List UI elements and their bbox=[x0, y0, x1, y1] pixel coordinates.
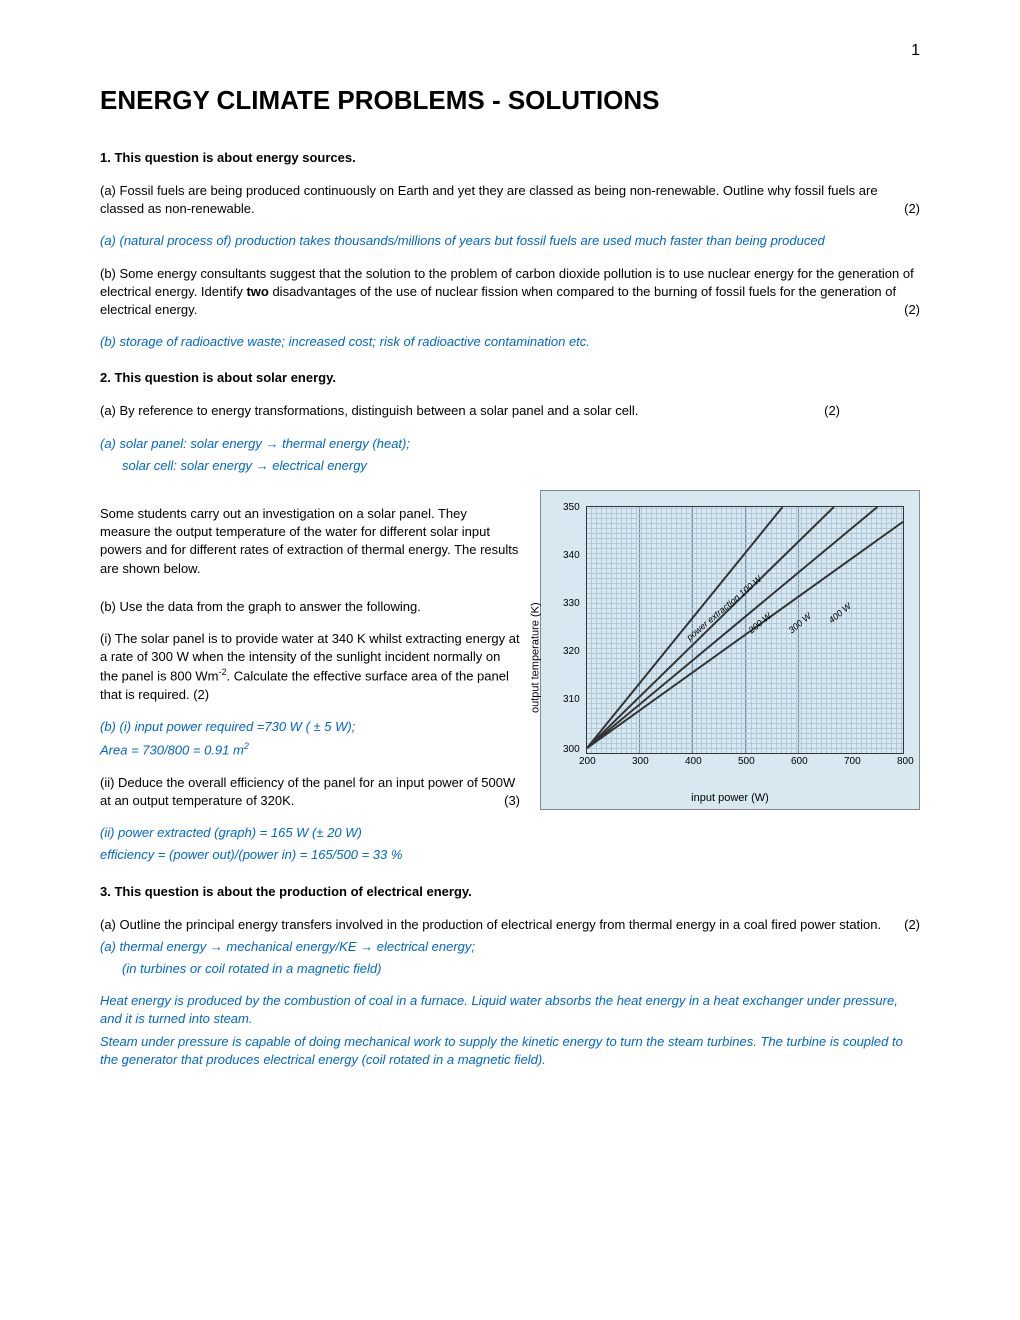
y-tick-320: 320 bbox=[563, 645, 580, 659]
y-tick-330: 330 bbox=[563, 597, 580, 611]
q1-marks-a: (2) bbox=[904, 200, 920, 218]
chart-line-4 bbox=[587, 522, 903, 748]
q2-intro: Some students carry out an investigation… bbox=[100, 505, 520, 578]
x-tick-200: 200 bbox=[579, 755, 596, 769]
y-tick-340: 340 bbox=[563, 549, 580, 563]
x-tick-500: 500 bbox=[738, 755, 755, 769]
main-title: ENERGY CLIMATE PROBLEMS - SOLUTIONS bbox=[100, 82, 920, 118]
q1-heading: 1. This question is about energy sources… bbox=[100, 149, 920, 167]
chart-lines-svg bbox=[587, 507, 903, 753]
q3-part-a-text: (a) Outline the principal energy transfe… bbox=[100, 917, 881, 932]
q2-answer-bi: (b) (i) input power required =730 W ( ± … bbox=[100, 718, 520, 736]
y-tick-310: 310 bbox=[563, 693, 580, 707]
x-tick-600: 600 bbox=[791, 755, 808, 769]
q1-part-a-text: (a) Fossil fuels are being produced cont… bbox=[100, 183, 878, 216]
q2-answer-bii2: efficiency = (power out)/(power in) = 16… bbox=[100, 846, 920, 864]
q2-answer-a1: (a) solar panel: solar energy → thermal … bbox=[100, 435, 920, 453]
x-tick-400: 400 bbox=[685, 755, 702, 769]
q2-answer-bi2-text: Area = 730/800 = 0.91 m bbox=[100, 743, 244, 758]
q3-heading: 3. This question is about the production… bbox=[100, 883, 920, 901]
q2-part-a: (a) By reference to energy transformatio… bbox=[100, 402, 920, 420]
chart-line-3 bbox=[587, 507, 877, 748]
q2-heading: 2. This question is about solar energy. bbox=[100, 369, 920, 387]
q2-part-bii: (ii) Deduce the overall efficiency of th… bbox=[100, 774, 520, 810]
q3-explanation1: Heat energy is produced by the combustio… bbox=[100, 992, 920, 1028]
y-tick-300: 300 bbox=[563, 743, 580, 757]
q3-part-a: (a) Outline the principal energy transfe… bbox=[100, 916, 920, 934]
q3-answer-a: (a) thermal energy → mechanical energy/K… bbox=[100, 938, 920, 956]
q3-answer-a2: (in turbines or coil rotated in a magnet… bbox=[100, 960, 920, 978]
q2-part-a-text: (a) By reference to energy transformatio… bbox=[100, 403, 638, 418]
solar-panel-chart: power extraction 100 W 200 W 300 W 400 W… bbox=[540, 490, 920, 810]
q1-part-b-bold: two bbox=[246, 284, 268, 299]
x-tick-300: 300 bbox=[632, 755, 649, 769]
chart-y-label: output temperature (K) bbox=[528, 602, 543, 713]
page-number: 1 bbox=[100, 40, 920, 62]
y-tick-350: 350 bbox=[563, 501, 580, 515]
q1-part-b: (b) Some energy consultants suggest that… bbox=[100, 265, 920, 320]
q1-answer-a: (a) (natural process of) production take… bbox=[100, 232, 920, 250]
q2-marks-a: (2) bbox=[824, 402, 840, 420]
q2-answer-bi2: Area = 730/800 = 0.91 m2 bbox=[100, 740, 520, 760]
x-tick-700: 700 bbox=[844, 755, 861, 769]
q2-answer-bii1: (ii) power extracted (graph) = 165 W (± … bbox=[100, 824, 920, 842]
q2-answer-a2: solar cell: solar energy → electrical en… bbox=[100, 457, 920, 475]
q2-part-b: (b) Use the data from the graph to answe… bbox=[100, 598, 520, 616]
q1-answer-b: (b) storage of radioactive waste; increa… bbox=[100, 333, 920, 351]
q3-marks-a: (2) bbox=[904, 916, 920, 934]
q3-explanation2: Steam under pressure is capable of doing… bbox=[100, 1033, 920, 1069]
chart-x-label: input power (W) bbox=[691, 791, 769, 806]
q1-marks-b: (2) bbox=[904, 301, 920, 319]
q2-answer-bi2-sup: 2 bbox=[244, 741, 249, 751]
q1-part-a: (a) Fossil fuels are being produced cont… bbox=[100, 182, 920, 218]
x-tick-800: 800 bbox=[897, 755, 914, 769]
q2-marks-bii: (3) bbox=[504, 792, 520, 810]
chart-grid: power extraction 100 W 200 W 300 W 400 W bbox=[586, 506, 904, 754]
q2-part-bi-sup: -2 bbox=[219, 667, 227, 677]
q2-part-bii-text: (ii) Deduce the overall efficiency of th… bbox=[100, 775, 515, 808]
q2-part-bi: (i) The solar panel is to provide water … bbox=[100, 630, 520, 704]
